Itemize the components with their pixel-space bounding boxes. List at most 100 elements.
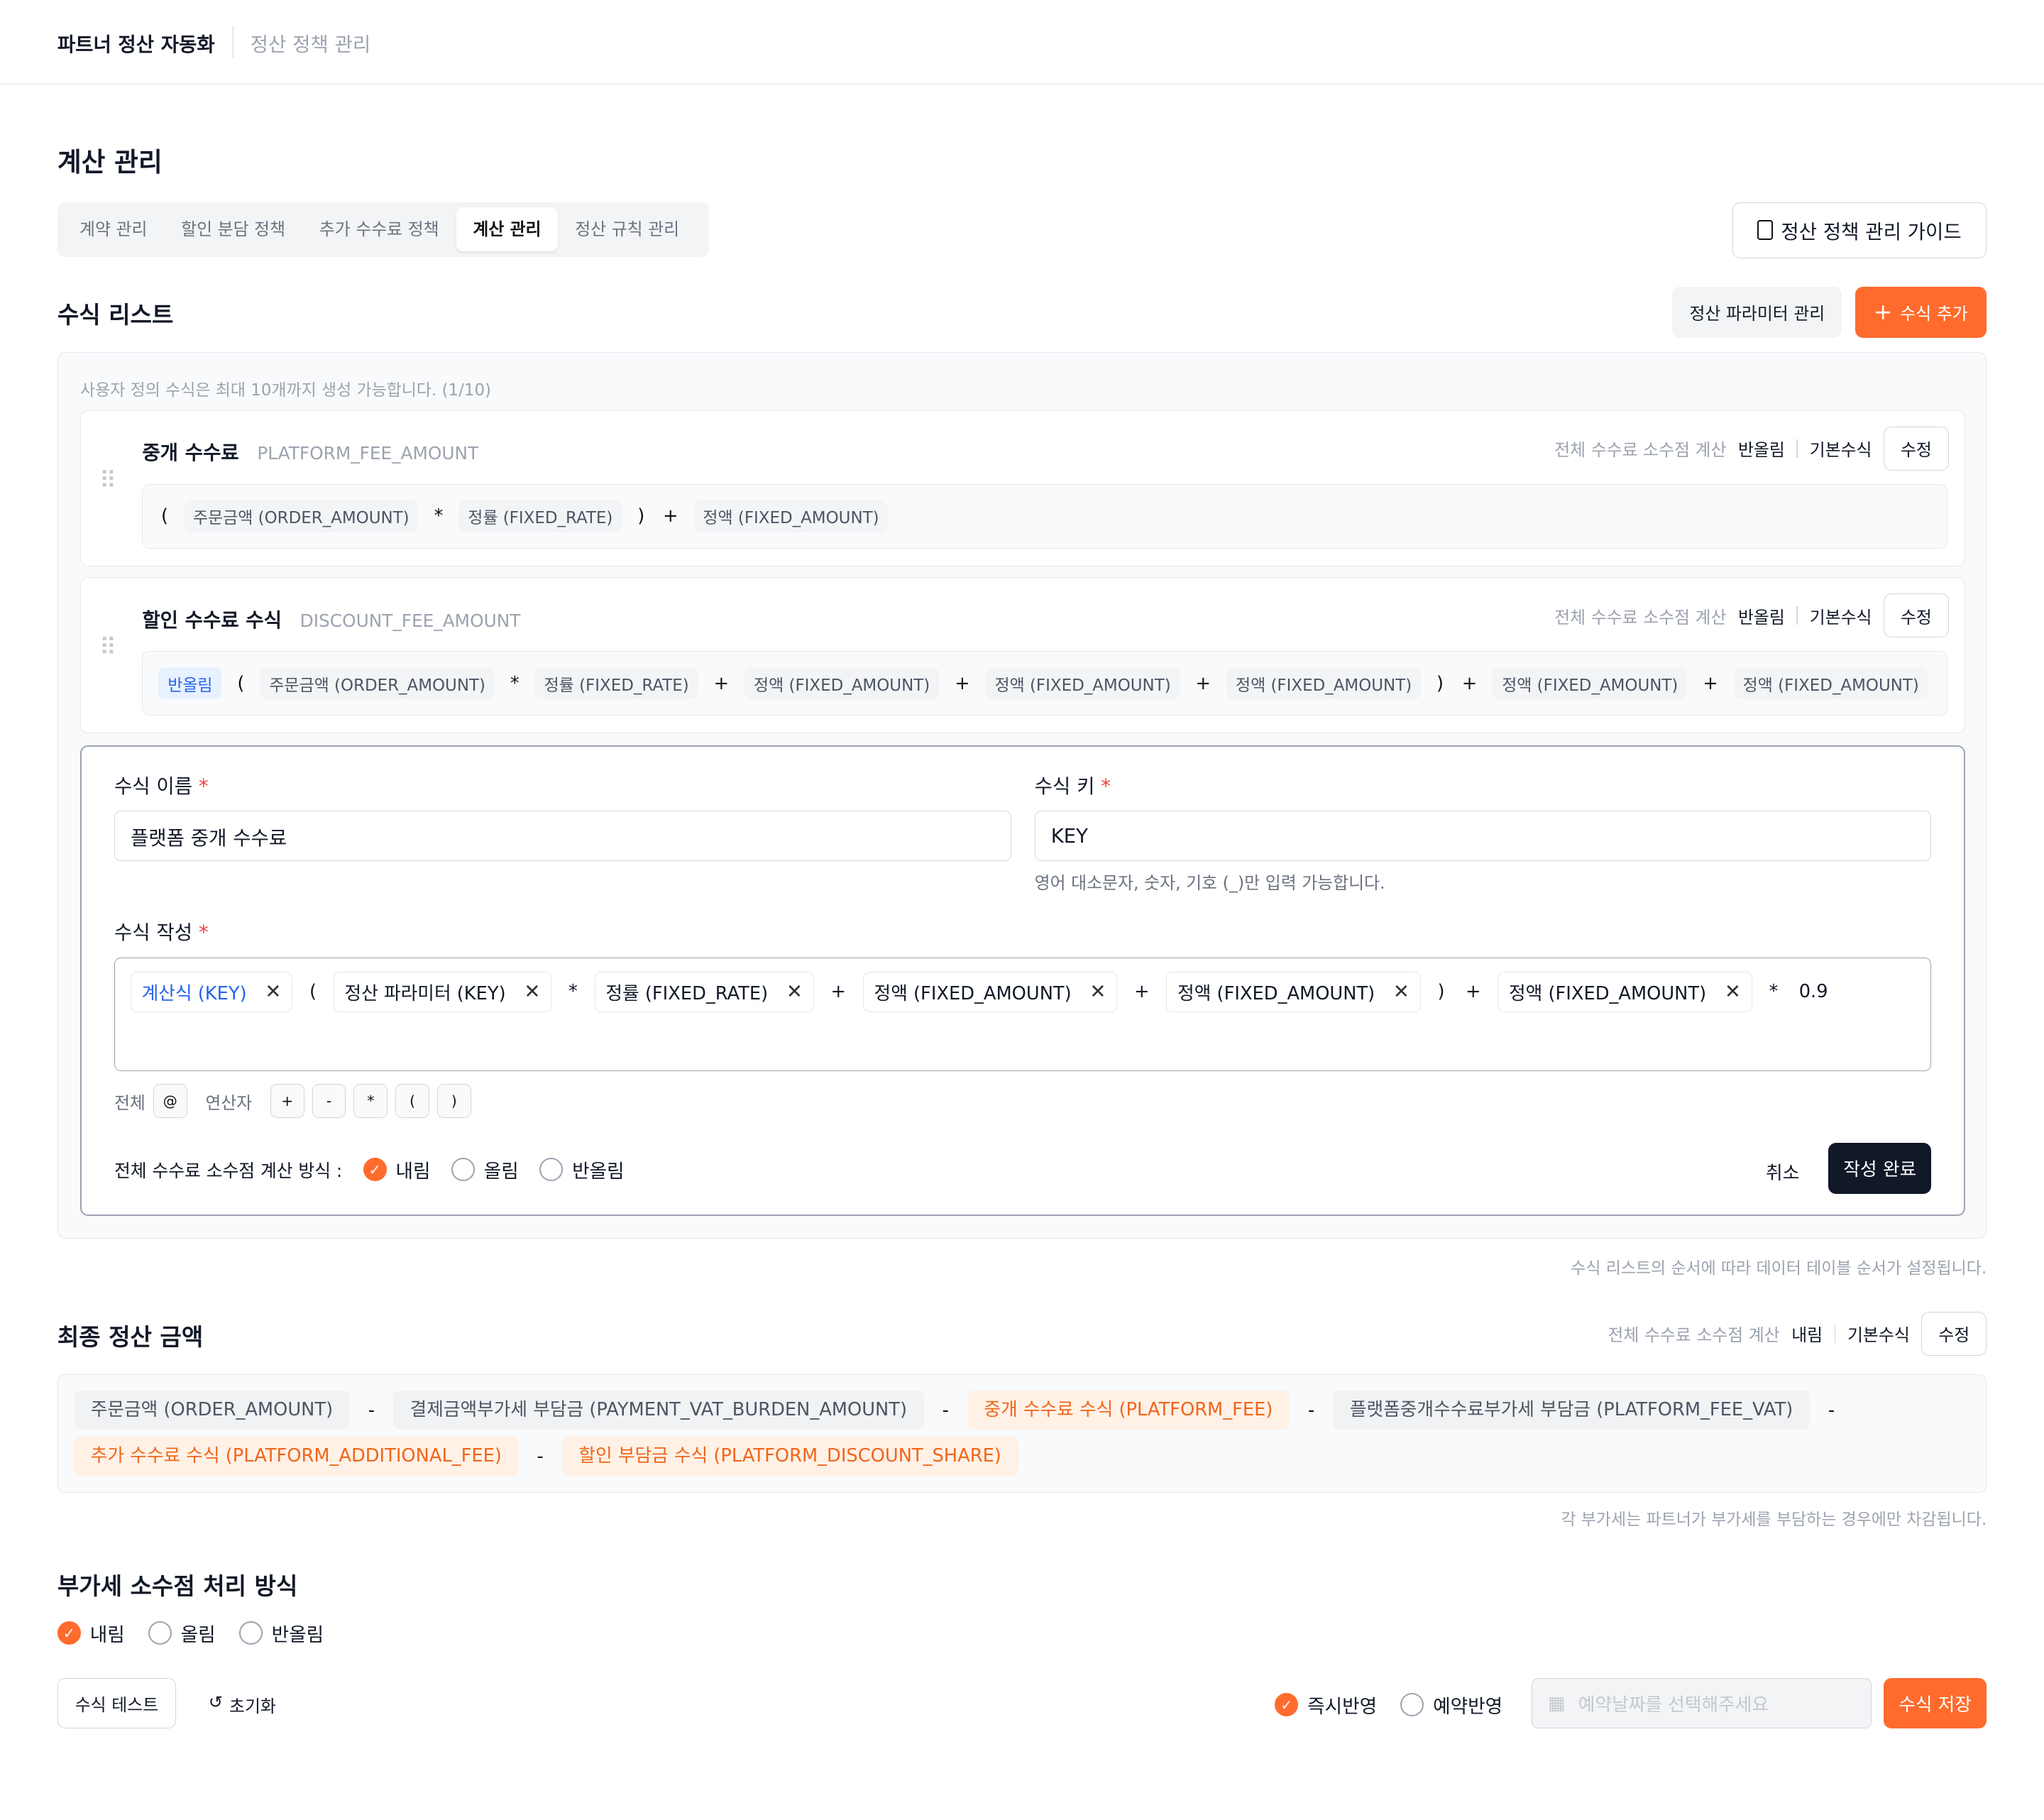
meta-rounding: 내림 bbox=[1791, 1325, 1823, 1346]
radio-option[interactable]: 예약반영 bbox=[1400, 1691, 1502, 1718]
radio-option[interactable]: ✓ 내림 bbox=[363, 1156, 431, 1183]
divider bbox=[1834, 1325, 1836, 1343]
token-label: 정산 파라미터 (KEY) bbox=[344, 982, 506, 1004]
radio-checked-icon[interactable]: ✓ bbox=[57, 1621, 81, 1645]
formula-card-title: 할인 수수료 수식 DISCOUNT_FEE_AMOUNT bbox=[142, 604, 520, 632]
cancel-button[interactable]: 취소 bbox=[1766, 1163, 1800, 1185]
operator: + bbox=[1461, 672, 1478, 694]
operator-key-button[interactable]: - bbox=[312, 1084, 346, 1119]
formula-token[interactable]: 정액 (FIXED_AMOUNT) ✕ bbox=[862, 971, 1118, 1012]
radio-option[interactable]: 올림 bbox=[148, 1619, 216, 1647]
formula-card[interactable]: ⠿ 할인 수수료 수식 DISCOUNT_FEE_AMOUNT 전체 수수료 소수점 … bbox=[80, 576, 1965, 734]
tab-4[interactable]: 정산 규칙 관리 bbox=[575, 219, 680, 240]
operator-key-button[interactable]: ) bbox=[436, 1084, 471, 1119]
radio-option[interactable]: ✓ 내림 bbox=[57, 1619, 125, 1647]
breadcrumb[interactable]: 정산 정책 관리 bbox=[250, 33, 371, 57]
remove-token-icon[interactable]: ✕ bbox=[1089, 980, 1106, 1004]
radio-unchecked-icon[interactable] bbox=[1400, 1693, 1424, 1717]
add-formula-button[interactable]: + 수식 추가 bbox=[1855, 287, 1987, 338]
tab-bar: 계약 관리 할인 분담 정책 추가 수수료 정책 계산 관리 정산 규칙 관리 bbox=[57, 202, 710, 257]
radio-unchecked-icon[interactable] bbox=[148, 1621, 172, 1645]
tab-3[interactable]: 계산 관리 bbox=[456, 207, 559, 252]
radio-unchecked-icon[interactable] bbox=[539, 1158, 564, 1182]
test-button[interactable]: 수식 테스트 bbox=[57, 1677, 176, 1729]
operator-key-button[interactable]: + bbox=[270, 1084, 304, 1119]
radio-unchecked-icon[interactable] bbox=[238, 1621, 263, 1645]
operator: + bbox=[1703, 672, 1718, 694]
remove-token-icon[interactable]: ✕ bbox=[786, 980, 803, 1004]
token-label: 계산식 (KEY) bbox=[141, 982, 247, 1004]
remove-token-icon[interactable]: ✕ bbox=[265, 980, 282, 1004]
formula-token[interactable]: 정률 (FIXED_RATE) ✕ bbox=[594, 971, 814, 1012]
remove-token-icon[interactable]: ✕ bbox=[524, 980, 541, 1004]
tab-2[interactable]: 추가 수수료 정책 bbox=[319, 219, 439, 240]
radio-label: 올림 bbox=[180, 1624, 216, 1647]
radio-unchecked-icon[interactable] bbox=[451, 1158, 475, 1182]
radio-option[interactable]: 반올림 bbox=[238, 1619, 324, 1647]
formula-chip: 정률 (FIXED_RATE) bbox=[534, 667, 698, 700]
rounding-radio-group: 전체 수수료 소수점 계산 방식 : ✓ 내림 올림 반올림 bbox=[114, 1156, 625, 1183]
operator-keypad: 전체 @ 연산자 + - *() bbox=[114, 1084, 471, 1119]
drag-handle-icon[interactable]: ⠿ bbox=[99, 632, 118, 661]
final-chip: 할인 부담금 수식 (PLATFORM_DISCOUNT_SHARE) bbox=[561, 1437, 1018, 1476]
operator-key-button[interactable]: * bbox=[353, 1084, 388, 1119]
meta-type: 기본수식 bbox=[1809, 607, 1872, 627]
final-chip: 중개 수수료 수식 (PLATFORM_FEE) bbox=[967, 1391, 1290, 1430]
radio-option[interactable]: 올림 bbox=[451, 1156, 519, 1183]
formula-name-input[interactable]: 플랫폼 중개 수수료 bbox=[114, 810, 1011, 862]
radio-label: 내림 bbox=[395, 1161, 431, 1183]
operator: * bbox=[1769, 980, 1779, 1002]
param-manage-button[interactable]: 정산 파라미터 관리 bbox=[1672, 287, 1842, 338]
tab-1[interactable]: 할인 분담 정책 bbox=[181, 219, 286, 240]
tab-0[interactable]: 계약 관리 bbox=[79, 219, 148, 240]
formula-chip: 정액 (FIXED_AMOUNT) bbox=[1493, 667, 1688, 700]
formula-token[interactable]: 정액 (FIXED_AMOUNT) ✕ bbox=[1166, 971, 1421, 1012]
formula-card-title: 중개 수수료 PLATFORM_FEE_AMOUNT bbox=[142, 437, 478, 465]
operator: 0.9 bbox=[1798, 980, 1828, 1002]
apply-radio-group: ✓ 즉시반영 예약반영 bbox=[1275, 1691, 1502, 1718]
drag-handle-icon[interactable]: ⠿ bbox=[99, 466, 118, 494]
radio-checked-icon[interactable]: ✓ bbox=[363, 1158, 387, 1182]
formula-token[interactable]: 정액 (FIXED_AMOUNT) ✕ bbox=[1498, 971, 1752, 1012]
operator-key-button[interactable]: ( bbox=[395, 1084, 429, 1119]
guide-button[interactable]: 정산 정책 관리 가이드 bbox=[1732, 202, 1987, 258]
divider bbox=[1796, 439, 1798, 458]
final-edit-button[interactable]: 수정 bbox=[1921, 1311, 1987, 1356]
remove-token-icon[interactable]: ✕ bbox=[1724, 980, 1741, 1004]
add-formula-label: 수식 추가 bbox=[1900, 304, 1968, 324]
formula-name: 할인 수수료 수식 bbox=[142, 608, 282, 632]
radio-label: 예약반영 bbox=[1433, 1696, 1503, 1718]
reset-button[interactable]: ↺ 초기화 bbox=[209, 1692, 276, 1717]
formula-card[interactable]: ⠿ 중개 수수료 PLATFORM_FEE_AMOUNT 전체 수수료 소수점 계산 반… bbox=[80, 410, 1965, 567]
formula-key-input[interactable]: KEY bbox=[1034, 810, 1932, 862]
meta-rounding: 반올림 bbox=[1737, 607, 1785, 627]
save-button[interactable]: 수식 저장 bbox=[1884, 1677, 1987, 1729]
formula-label: 수식 작성 * bbox=[114, 921, 209, 944]
done-button[interactable]: 작성 완료 bbox=[1828, 1143, 1932, 1194]
ops-label: 연산자 bbox=[205, 1092, 253, 1113]
radio-option[interactable]: ✓ 즉시반영 bbox=[1275, 1691, 1377, 1718]
edit-button[interactable]: 수정 bbox=[1884, 426, 1949, 471]
formula-name: 중개 수수료 bbox=[142, 442, 239, 465]
formula-token[interactable]: 계산식 (KEY) ✕ bbox=[130, 971, 293, 1012]
remove-token-icon[interactable]: ✕ bbox=[1392, 980, 1410, 1004]
radio-option[interactable]: 반올림 bbox=[539, 1156, 625, 1183]
formula-token[interactable]: 정산 파라미터 (KEY) ✕ bbox=[333, 971, 552, 1012]
key-label: 수식 키 * bbox=[1034, 774, 1111, 798]
final-title: 최종 정산 금액 bbox=[57, 1322, 204, 1351]
edit-button[interactable]: 수정 bbox=[1884, 593, 1949, 638]
formula-list-panel: 사용자 정의 수식은 최대 10개까지 생성 가능합니다. (1/10) ⠿ 중개… bbox=[57, 351, 1987, 1239]
divider bbox=[1796, 606, 1798, 625]
formula-chip: 주문금액 (ORDER_AMOUNT) bbox=[184, 500, 419, 532]
divider bbox=[231, 26, 233, 57]
final-chip: 주문금액 (ORDER_AMOUNT) bbox=[73, 1391, 350, 1430]
radio-label: 반올림 bbox=[572, 1161, 625, 1183]
app-title[interactable]: 파트너 정산 자동화 bbox=[57, 33, 215, 57]
reserve-date-input[interactable]: ▦ 예약날짜를 선택해주세요 bbox=[1532, 1677, 1872, 1729]
book-icon bbox=[1757, 220, 1774, 240]
formula-input[interactable]: 계산식 (KEY) ✕ (정산 파라미터 (KEY) ✕ * 정률 (FIXED_RATE… bbox=[114, 958, 1932, 1072]
radio-checked-icon[interactable]: ✓ bbox=[1275, 1693, 1299, 1717]
guide-button-label: 정산 정책 관리 가이드 bbox=[1781, 221, 1962, 244]
all-key-button[interactable]: @ bbox=[153, 1084, 187, 1119]
top-header: 파트너 정산 자동화 정산 정책 관리 bbox=[0, 0, 2044, 85]
